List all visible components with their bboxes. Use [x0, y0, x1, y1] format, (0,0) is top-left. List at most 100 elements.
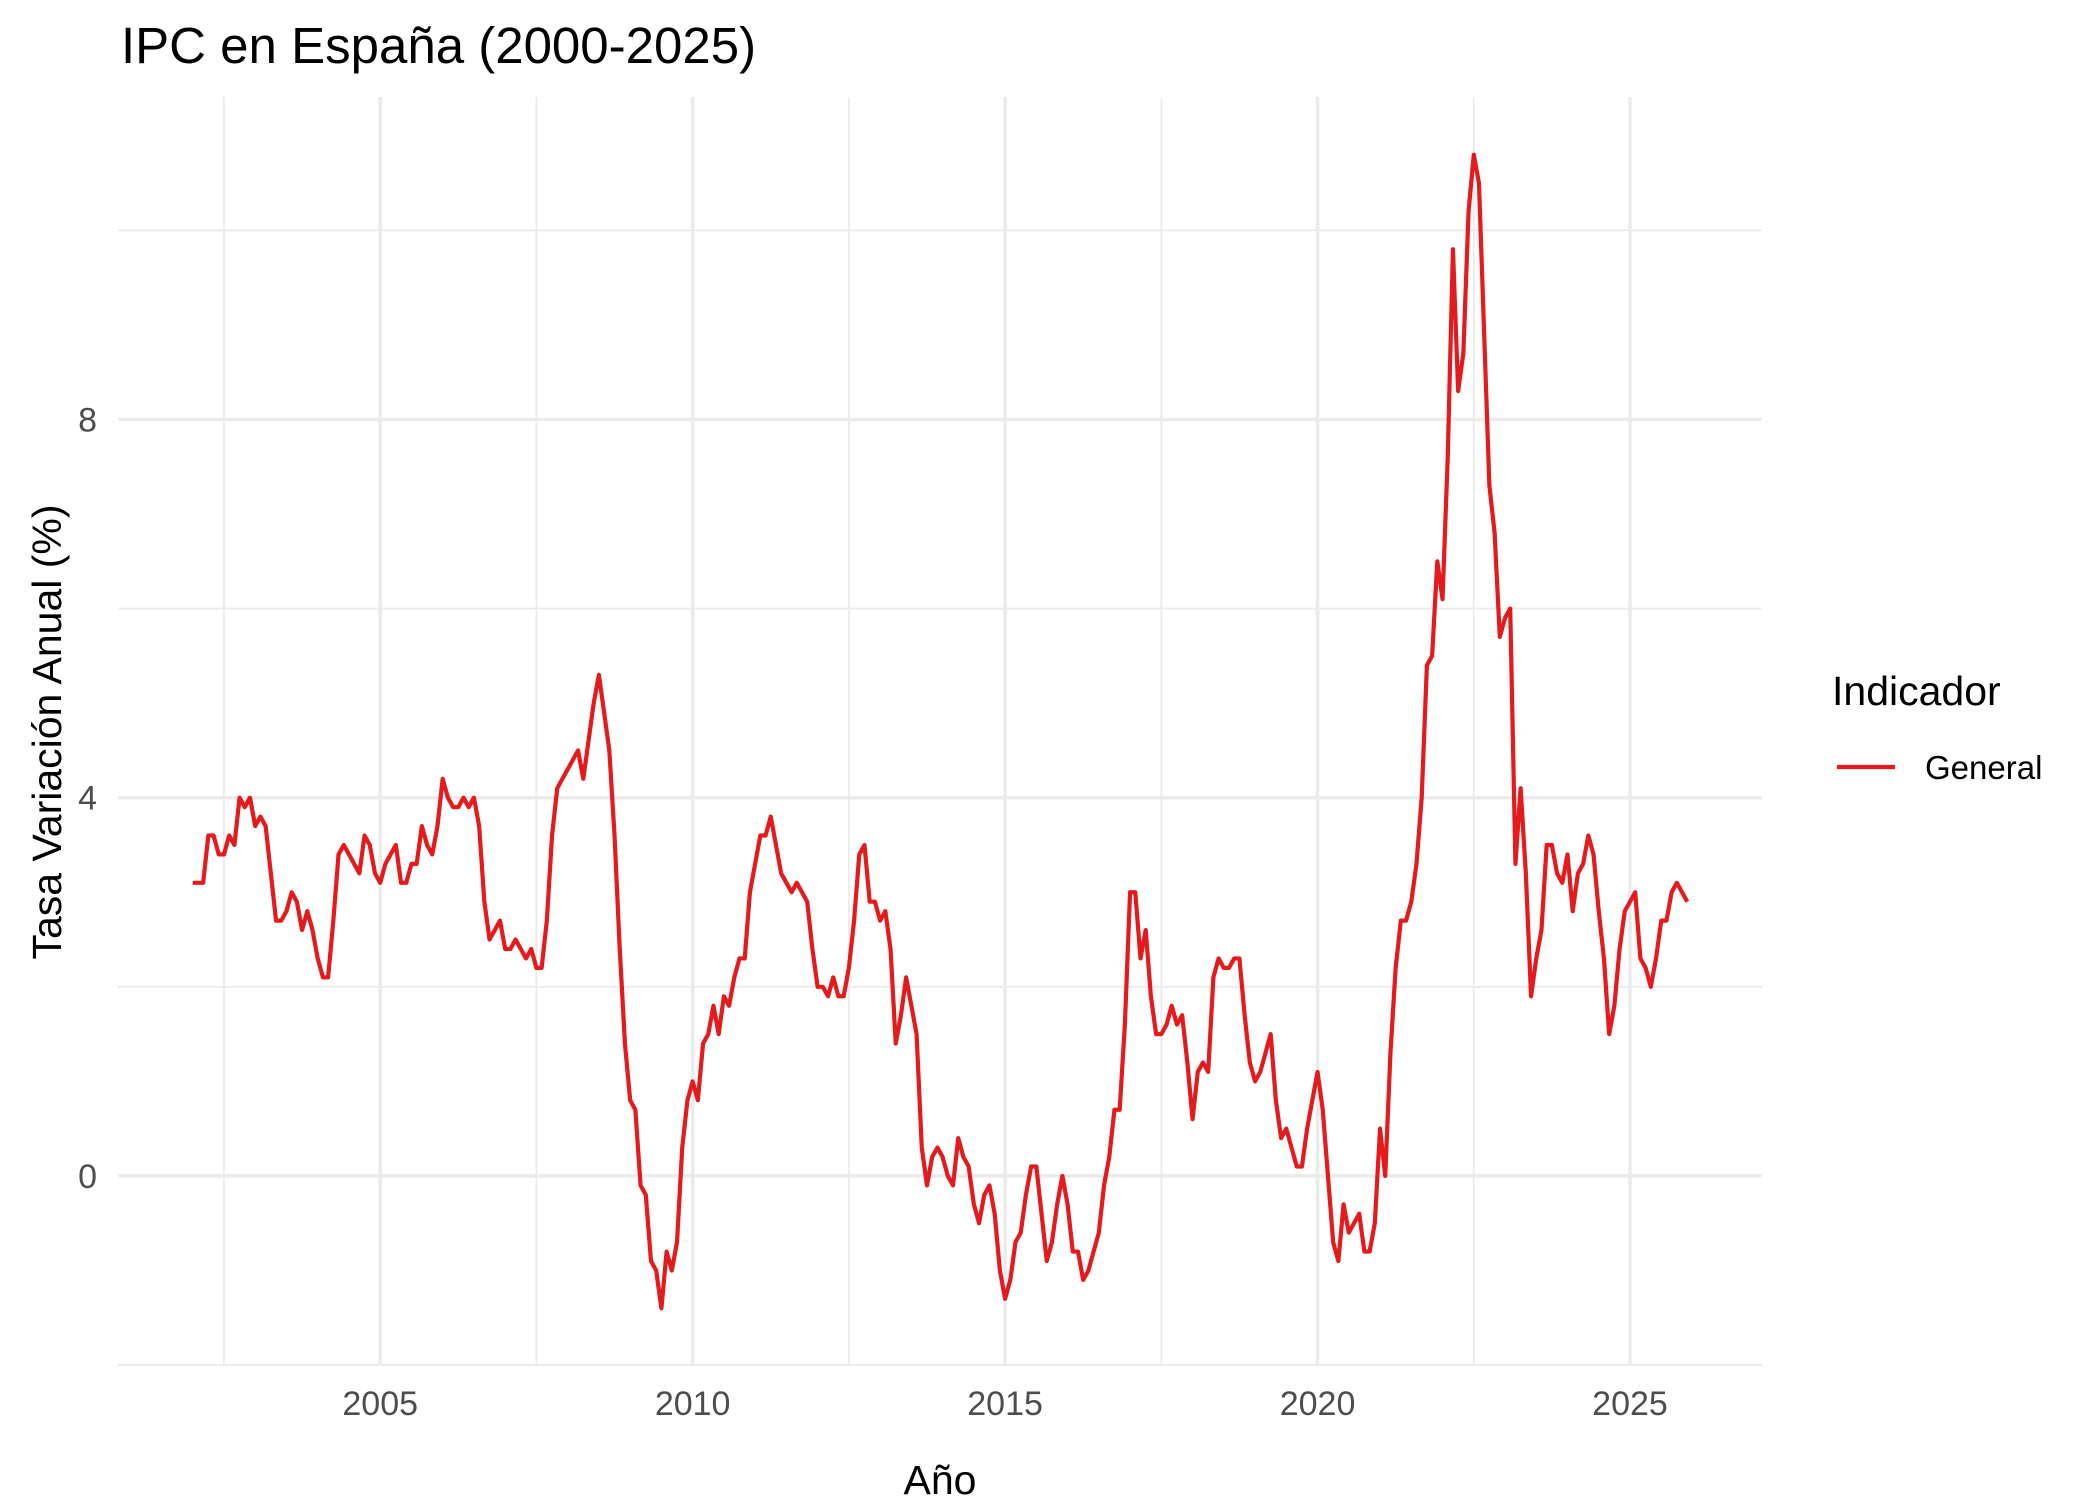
data-point: [800, 890, 804, 894]
data-point: [232, 843, 236, 847]
data-point: [1477, 181, 1481, 185]
data-point: [1206, 1070, 1210, 1074]
data-point: [1659, 919, 1663, 923]
data-point: [467, 805, 471, 809]
data-point: [1404, 919, 1408, 923]
data-point: [696, 1098, 700, 1102]
data-point: [753, 862, 757, 866]
data-point: [1050, 1240, 1054, 1244]
data-point: [389, 852, 393, 856]
data-point: [1154, 1032, 1158, 1036]
data-point: [878, 919, 882, 923]
data-point: [862, 843, 866, 847]
data-point: [1274, 1098, 1278, 1102]
data-point: [1586, 834, 1590, 838]
data-point: [1243, 1013, 1247, 1017]
data-point: [1086, 1268, 1090, 1272]
major-gridlines: [118, 97, 1762, 1366]
data-point: [243, 805, 247, 809]
data-point: [477, 824, 481, 828]
data-point: [1388, 1051, 1392, 1055]
data-point: [1159, 1032, 1163, 1036]
data-point: [649, 1259, 653, 1263]
data-point: [1034, 1164, 1038, 1168]
data-point: [1263, 1051, 1267, 1055]
data-point: [675, 1240, 679, 1244]
data-point: [540, 966, 544, 970]
data-point: [691, 1079, 695, 1083]
data-point: [1451, 247, 1455, 251]
data-point: [592, 701, 596, 705]
data-point: [1592, 852, 1596, 856]
data-point: [1420, 796, 1424, 800]
data-point: [1529, 994, 1533, 998]
data-point: [993, 1212, 997, 1216]
data-point: [1290, 1146, 1294, 1150]
data-point: [1675, 881, 1679, 885]
data-point: [529, 947, 533, 951]
data-point: [1649, 985, 1653, 989]
data-point: [623, 1042, 627, 1046]
data-point: [1441, 597, 1445, 601]
y-tick-label: 4: [78, 780, 97, 818]
data-point: [545, 919, 549, 923]
data-point: [1623, 909, 1627, 913]
data-point: [894, 1042, 898, 1046]
data-point: [1321, 1108, 1325, 1112]
x-tick-label: 2015: [967, 1385, 1043, 1423]
x-tick-label: 2010: [655, 1385, 731, 1423]
data-point: [1467, 209, 1471, 213]
data-point: [1472, 153, 1476, 157]
data-point: [764, 834, 768, 838]
data-point: [1336, 1259, 1340, 1263]
data-point: [566, 767, 570, 771]
data-point: [915, 1032, 919, 1036]
data-point: [1378, 1127, 1382, 1131]
data-point: [1654, 956, 1658, 960]
data-point: [1295, 1164, 1299, 1168]
data-point: [258, 815, 262, 819]
data-point: [680, 1146, 684, 1150]
data-point: [1430, 654, 1434, 658]
data-point: [706, 1032, 710, 1036]
data-point: [1664, 919, 1668, 923]
data-point: [1196, 1070, 1200, 1074]
data-point: [774, 843, 778, 847]
data-point: [269, 871, 273, 875]
data-point: [1331, 1240, 1335, 1244]
data-point: [738, 956, 742, 960]
data-point: [925, 1183, 929, 1187]
data-point: [368, 843, 372, 847]
data-point: [1519, 786, 1523, 790]
data-point: [1201, 1060, 1205, 1064]
data-point: [748, 890, 752, 894]
data-point: [1534, 956, 1538, 960]
data-point: [519, 947, 523, 951]
data-point: [842, 994, 846, 998]
data-point: [1060, 1174, 1064, 1178]
data-point: [404, 881, 408, 885]
data-point: [836, 994, 840, 998]
data-point: [425, 843, 429, 847]
data-point: [1284, 1127, 1288, 1131]
data-point: [212, 834, 216, 838]
data-point: [206, 834, 210, 838]
data-point: [1539, 928, 1543, 932]
data-point: [274, 919, 278, 923]
data-point: [1144, 928, 1148, 932]
data-point: [337, 852, 341, 856]
data-point: [1180, 1013, 1184, 1017]
data-point: [1217, 956, 1221, 960]
data-point: [1248, 1060, 1252, 1064]
data-point: [305, 909, 309, 913]
data-point: [1607, 1032, 1611, 1036]
data-point: [1092, 1250, 1096, 1254]
data-point: [1633, 890, 1637, 894]
data-point: [644, 1193, 648, 1197]
data-point: [904, 975, 908, 979]
legend-title: Indicador: [1832, 668, 2001, 714]
data-point: [868, 900, 872, 904]
data-point: [446, 796, 450, 800]
data-point: [1237, 956, 1241, 960]
